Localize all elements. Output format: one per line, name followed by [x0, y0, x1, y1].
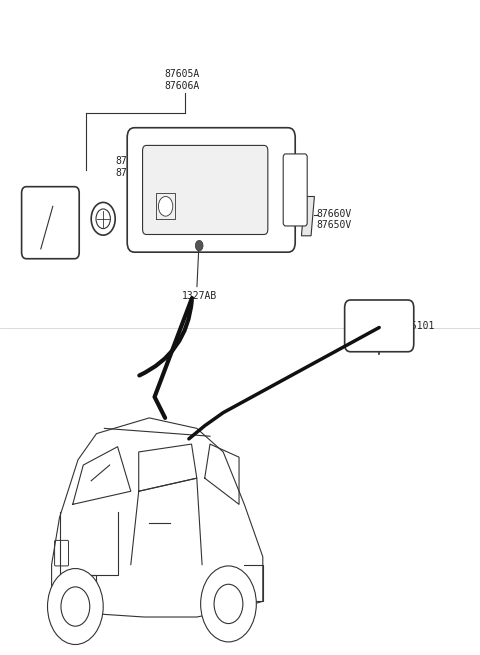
Circle shape	[214, 584, 243, 624]
Text: 1327AB: 1327AB	[181, 291, 217, 301]
Text: 87605A
87606A: 87605A 87606A	[165, 69, 200, 90]
Circle shape	[61, 587, 90, 626]
Text: 87624B
87623A: 87624B 87623A	[46, 209, 81, 230]
FancyBboxPatch shape	[283, 154, 307, 226]
Circle shape	[91, 202, 115, 235]
Circle shape	[195, 240, 203, 251]
Text: 85101: 85101	[406, 321, 435, 331]
Circle shape	[96, 209, 110, 229]
FancyBboxPatch shape	[345, 300, 414, 352]
Polygon shape	[301, 196, 314, 236]
FancyBboxPatch shape	[22, 187, 79, 259]
Text: 87660V
87650V: 87660V 87650V	[317, 209, 352, 230]
Circle shape	[158, 196, 173, 216]
FancyBboxPatch shape	[55, 540, 69, 566]
Circle shape	[48, 569, 103, 645]
FancyBboxPatch shape	[127, 128, 295, 252]
Text: 87622
87612: 87622 87612	[115, 157, 144, 178]
Circle shape	[201, 566, 256, 642]
FancyBboxPatch shape	[143, 145, 268, 234]
